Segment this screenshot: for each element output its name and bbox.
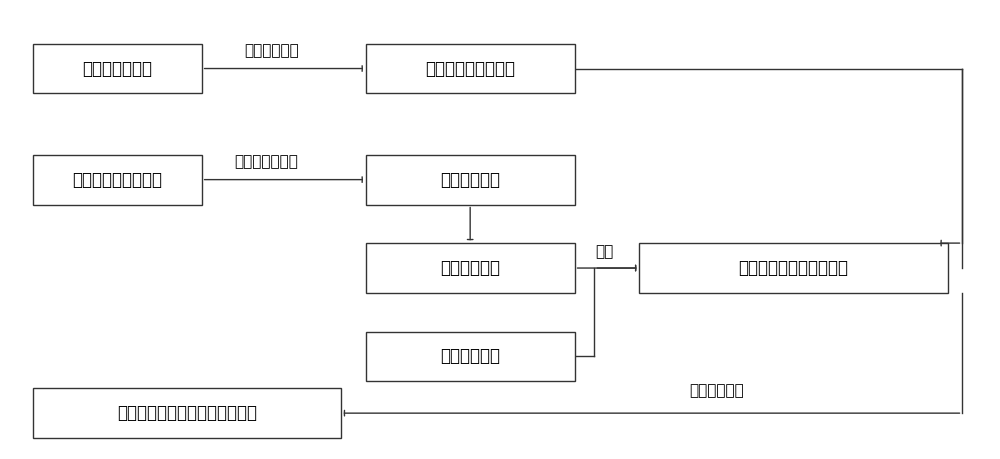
Text: 构建特征栅格: 构建特征栅格: [440, 259, 500, 277]
Text: 匹配: 匹配: [595, 244, 614, 259]
FancyBboxPatch shape: [33, 155, 202, 205]
FancyBboxPatch shape: [366, 243, 575, 293]
Text: 获取点云与图像数据: 获取点云与图像数据: [72, 171, 162, 189]
Text: 联合特征点提取: 联合特征点提取: [234, 155, 298, 170]
FancyBboxPatch shape: [33, 44, 202, 94]
Text: 获取里程计数据: 获取里程计数据: [82, 60, 152, 78]
FancyBboxPatch shape: [366, 44, 575, 94]
Text: 栅格位置加权: 栅格位置加权: [689, 383, 744, 398]
Text: 确定机器人在栅格地图中的位置: 确定机器人在栅格地图中的位置: [117, 404, 257, 422]
FancyBboxPatch shape: [33, 388, 341, 438]
Text: 确定每个栅格的匹配概率: 确定每个栅格的匹配概率: [738, 259, 848, 277]
Text: 特征栅格地图: 特征栅格地图: [440, 347, 500, 365]
Text: 预测当前位置: 预测当前位置: [244, 44, 299, 59]
Text: 投影为俯视图: 投影为俯视图: [440, 171, 500, 189]
Text: 确定搜索的栅格范围: 确定搜索的栅格范围: [425, 60, 515, 78]
FancyBboxPatch shape: [639, 243, 948, 293]
FancyBboxPatch shape: [366, 331, 575, 381]
FancyBboxPatch shape: [366, 155, 575, 205]
